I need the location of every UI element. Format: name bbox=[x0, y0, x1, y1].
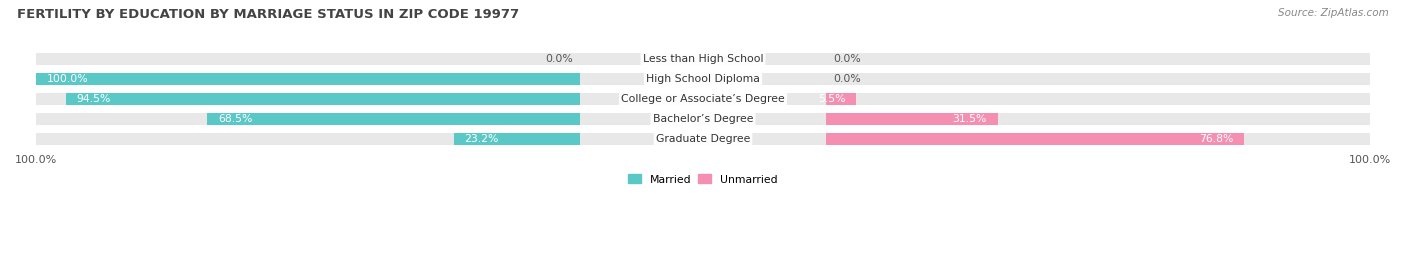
Legend: Married, Unmarried: Married, Unmarried bbox=[624, 170, 782, 189]
Text: Graduate Degree: Graduate Degree bbox=[655, 134, 751, 144]
Text: 76.8%: 76.8% bbox=[1199, 134, 1233, 144]
Text: 0.0%: 0.0% bbox=[546, 54, 574, 64]
Text: 23.2%: 23.2% bbox=[464, 134, 499, 144]
Bar bbox=[37, 93, 1369, 105]
Bar bbox=[454, 133, 579, 145]
Bar bbox=[66, 93, 579, 105]
Text: 31.5%: 31.5% bbox=[952, 114, 987, 124]
Bar bbox=[37, 113, 1369, 125]
Bar bbox=[827, 133, 1244, 145]
Text: 0.0%: 0.0% bbox=[832, 54, 860, 64]
Text: 94.5%: 94.5% bbox=[77, 94, 111, 104]
Bar bbox=[37, 73, 579, 85]
Bar bbox=[37, 73, 1369, 85]
Text: 0.0%: 0.0% bbox=[832, 74, 860, 84]
Text: Less than High School: Less than High School bbox=[643, 54, 763, 64]
Bar bbox=[207, 113, 579, 125]
Bar bbox=[827, 93, 856, 105]
Bar bbox=[827, 113, 998, 125]
Text: 5.5%: 5.5% bbox=[818, 94, 845, 104]
Bar bbox=[37, 133, 1369, 145]
Text: 100.0%: 100.0% bbox=[46, 74, 89, 84]
Text: High School Diploma: High School Diploma bbox=[647, 74, 759, 84]
Text: Bachelor’s Degree: Bachelor’s Degree bbox=[652, 114, 754, 124]
Text: Source: ZipAtlas.com: Source: ZipAtlas.com bbox=[1278, 8, 1389, 18]
Text: College or Associate’s Degree: College or Associate’s Degree bbox=[621, 94, 785, 104]
Text: 68.5%: 68.5% bbox=[218, 114, 252, 124]
Text: FERTILITY BY EDUCATION BY MARRIAGE STATUS IN ZIP CODE 19977: FERTILITY BY EDUCATION BY MARRIAGE STATU… bbox=[17, 8, 519, 21]
Bar bbox=[37, 53, 1369, 65]
